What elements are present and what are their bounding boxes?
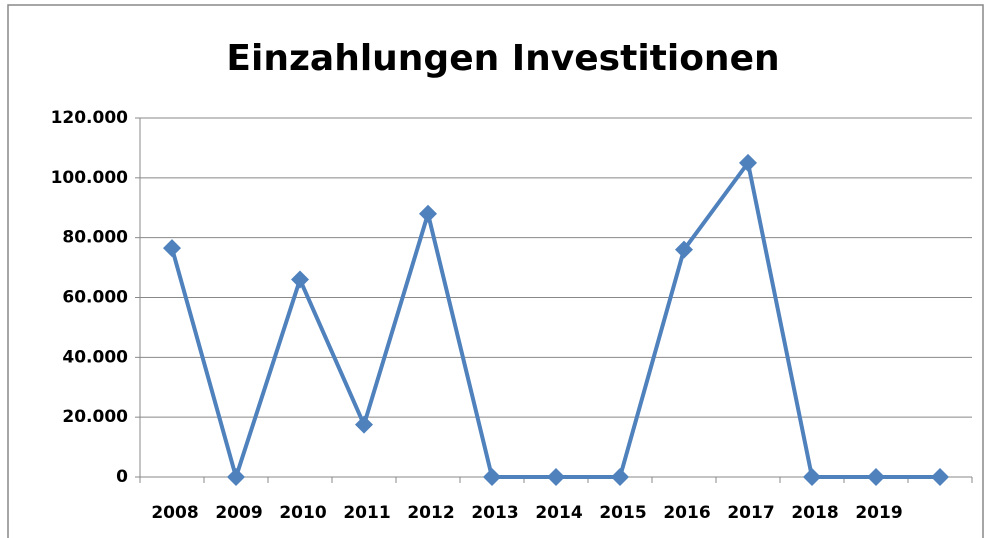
- y-tick-label: 0: [116, 467, 128, 487]
- x-tick-label: 2014: [535, 503, 582, 523]
- y-tick-label: 80.000: [62, 228, 128, 248]
- marker: [419, 204, 437, 223]
- marker: [547, 468, 565, 486]
- y-tick-label: 100.000: [51, 168, 129, 188]
- marker: [611, 468, 629, 486]
- x-tick-label: 2009: [215, 503, 262, 523]
- y-tick-label: 60.000: [62, 288, 128, 308]
- y-tick-label: 20.000: [62, 407, 128, 427]
- marker: [739, 153, 757, 172]
- marker: [355, 415, 373, 434]
- marker: [163, 239, 181, 258]
- x-tick-label: 2011: [343, 503, 390, 523]
- x-tick-label: 2008: [151, 503, 198, 523]
- x-tick-label: 2013: [471, 503, 518, 523]
- marker: [291, 270, 309, 289]
- marker: [803, 468, 821, 486]
- marker: [675, 240, 693, 259]
- x-tick-label: 2017: [727, 503, 774, 523]
- x-tick-label: 2012: [407, 503, 454, 523]
- x-tick-label: 2018: [791, 503, 838, 523]
- x-tick-label: 2015: [599, 503, 646, 523]
- y-tick-label: 40.000: [62, 347, 128, 367]
- y-tick-label: 120.000: [51, 108, 129, 128]
- marker: [931, 468, 949, 486]
- marker: [483, 468, 501, 486]
- marker: [867, 468, 885, 486]
- x-tick-label: 2010: [279, 503, 326, 523]
- x-tick-label: 2016: [663, 503, 710, 523]
- x-tick-label: 2019: [855, 503, 902, 523]
- chart-title: Einzahlungen Investitionen: [226, 38, 779, 79]
- chart-frame: [7, 4, 984, 538]
- marker: [227, 468, 245, 486]
